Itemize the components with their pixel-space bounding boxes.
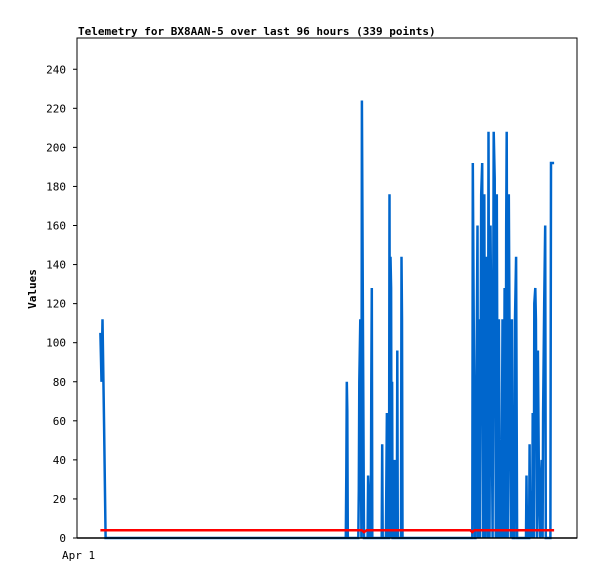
y-tick-label: 140 <box>46 259 66 272</box>
y-tick-label: 80 <box>53 376 66 389</box>
y-tick-label: 160 <box>46 220 66 233</box>
y-tick-label: 120 <box>46 298 66 311</box>
y-tick-label: 60 <box>53 415 66 428</box>
y-tick-label: 100 <box>46 337 66 350</box>
y-tick-label: 20 <box>53 493 66 506</box>
series-layer <box>77 100 577 540</box>
y-tick-label: 0 <box>59 532 66 545</box>
y-axis: 0 20 40 60 80 100 120 140 160 180 200 220 240 <box>46 63 77 545</box>
y-tick-label: 200 <box>46 141 66 154</box>
y-axis-label: Values <box>26 269 39 309</box>
x-tick-label: Apr 1 <box>62 549 95 562</box>
y-tick-label: 220 <box>46 102 66 115</box>
chart-title: Telemetry for BX8AAN-5 over last 96 hour… <box>78 25 436 38</box>
x-axis: Apr 1 <box>62 549 95 562</box>
y-tick-label: 40 <box>53 454 66 467</box>
y-tick-label: 180 <box>46 180 66 193</box>
series-line-2 <box>100 528 555 534</box>
y-tick-label: 240 <box>46 63 66 76</box>
